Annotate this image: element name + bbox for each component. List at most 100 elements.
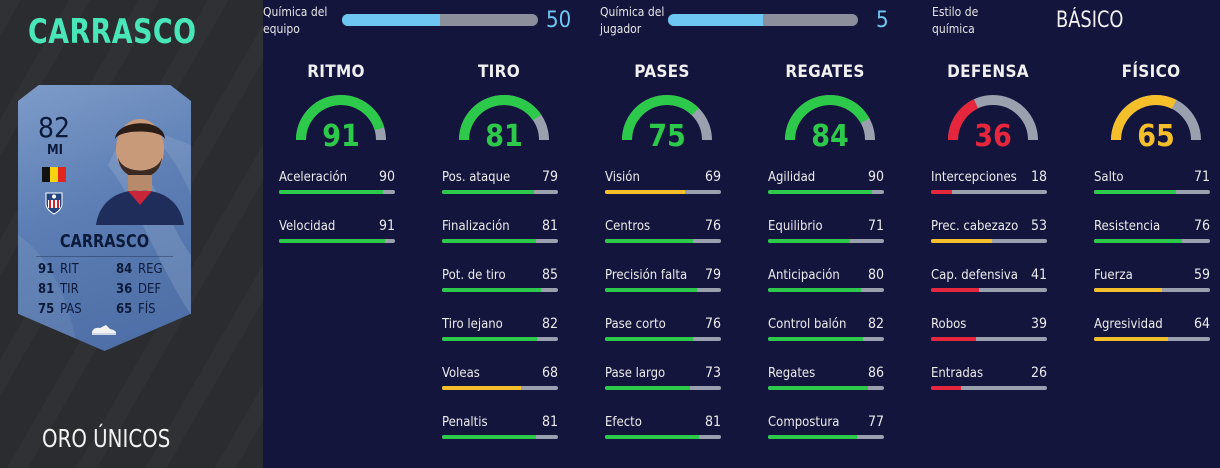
stat-name: Precisión falta xyxy=(605,268,688,283)
stat-bar xyxy=(605,337,721,341)
card-stat-row: 75 PAS 65 FÍS xyxy=(38,300,178,320)
gauge-value: 75 xyxy=(648,119,686,150)
stat-bar xyxy=(442,386,558,390)
player-card[interactable]: 82 MI CARRASCO 91 RIT 84 REG xyxy=(18,85,191,351)
stat-name: Voleas xyxy=(442,366,480,381)
stat-value: 18 xyxy=(1030,169,1047,185)
category-gauge: 84 xyxy=(785,95,875,150)
category-gauge: 36 xyxy=(948,95,1038,150)
card-stat: 84 REG xyxy=(116,262,163,277)
chemistry-style-label: Estilo de química xyxy=(932,5,979,36)
stat-name: Efecto xyxy=(605,415,642,430)
stat-row: Penaltis 81 xyxy=(440,414,558,445)
stat-bar-fill xyxy=(931,288,979,292)
gauge-value: 91 xyxy=(322,119,360,150)
gauge-value: 84 xyxy=(811,119,849,150)
stat-name: Salto xyxy=(1094,170,1124,185)
player-name: CARRASCO xyxy=(28,12,197,52)
stat-bar xyxy=(931,386,1047,390)
stat-value: 90 xyxy=(867,169,884,185)
stat-bar xyxy=(605,386,721,390)
team-chemistry: Química del equipo 50 xyxy=(263,0,573,46)
stat-row: Resistencia 76 xyxy=(1092,218,1210,249)
stat-row: Anticipación 80 xyxy=(766,267,884,298)
stat-value: 64 xyxy=(1193,316,1210,332)
stat-row: Aceleración 90 xyxy=(277,169,395,200)
stat-row: Centros 76 xyxy=(603,218,721,249)
stat-name: Penaltis xyxy=(442,415,488,430)
card-player-name: CARRASCO xyxy=(59,231,150,252)
stat-row: Control balón 82 xyxy=(766,316,884,347)
stat-bar-fill xyxy=(1094,288,1163,292)
stat-bar xyxy=(279,190,395,194)
gauge-value: 36 xyxy=(974,119,1012,150)
stat-row: Regates 86 xyxy=(766,365,884,396)
stat-value: 71 xyxy=(1193,169,1210,185)
stat-row: Pase corto 76 xyxy=(603,316,721,347)
stat-name: Aceleración xyxy=(279,170,348,185)
stat-name: Robos xyxy=(931,317,967,332)
stat-bar-fill xyxy=(768,190,873,194)
stat-bar-fill xyxy=(931,190,952,194)
gauge-value: 65 xyxy=(1137,119,1175,150)
stat-value: 26 xyxy=(1030,365,1047,381)
chemistry-style[interactable]: Estilo de química BÁSICO xyxy=(932,0,1192,46)
stat-bar-fill xyxy=(605,239,694,243)
stat-name: Tiro lejano xyxy=(442,317,503,332)
card-stat-row: 91 RIT 84 REG xyxy=(38,260,178,280)
card-stat: 36 DEF xyxy=(116,282,162,297)
player-photo xyxy=(96,119,184,225)
card-version: ORO ÚNICOS xyxy=(42,424,171,453)
card-stat: 65 FÍS xyxy=(116,302,156,317)
stat-value: 71 xyxy=(867,218,884,234)
stat-name: Centros xyxy=(605,219,651,234)
stat-row: Visión 69 xyxy=(603,169,721,200)
stat-value: 53 xyxy=(1030,218,1047,234)
stat-bar-fill xyxy=(442,386,521,390)
stat-bar xyxy=(605,190,721,194)
stat-name: Pase corto xyxy=(605,317,666,332)
stat-name: Visión xyxy=(605,170,640,185)
stat-bar xyxy=(1094,288,1210,292)
category-gauge: 91 xyxy=(296,95,386,150)
stat-bar-fill xyxy=(768,435,858,439)
stat-value: 76 xyxy=(1193,218,1210,234)
stat-value: 41 xyxy=(1030,267,1047,283)
stat-name: Fuerza xyxy=(1094,268,1133,283)
stat-value: 85 xyxy=(541,267,558,283)
stat-bar xyxy=(931,190,1047,194)
stat-row: Compostura 77 xyxy=(766,414,884,445)
stat-name: Prec. cabezazo xyxy=(931,219,1019,234)
stat-name: Resistencia xyxy=(1094,219,1161,234)
stat-bar xyxy=(279,239,395,243)
stat-bar-fill xyxy=(931,386,962,390)
club-crest-icon xyxy=(45,192,63,215)
card-position: MI xyxy=(47,143,63,158)
stat-bar xyxy=(768,337,884,341)
stat-bar-fill xyxy=(931,337,977,341)
stat-name: Equilibrio xyxy=(768,219,823,234)
gauge-fill xyxy=(948,99,979,141)
stats-panel: Química del equipo 50 Química del jugador … xyxy=(263,0,1220,468)
stat-bar xyxy=(442,337,558,341)
stat-bar xyxy=(931,239,1047,243)
stat-name: Regates xyxy=(768,366,816,381)
stat-row: Tiro lejano 82 xyxy=(440,316,558,347)
stat-name: Intercepciones xyxy=(931,170,1017,185)
stat-bar-fill xyxy=(442,239,536,243)
category-title: TIRO xyxy=(477,62,521,82)
stat-name: Agilidad xyxy=(768,170,816,185)
stat-row: Intercepciones 18 xyxy=(929,169,1047,200)
stat-bar-fill xyxy=(442,435,536,439)
player-chemistry-label: Química del jugador xyxy=(600,5,665,36)
stat-value: 77 xyxy=(867,414,884,430)
stat-bar-fill xyxy=(1094,337,1169,341)
gauge-fill xyxy=(459,95,542,141)
stat-bar-fill xyxy=(605,435,699,439)
stat-name: Finalización xyxy=(442,219,510,234)
stat-value: 79 xyxy=(704,267,721,283)
stat-bar xyxy=(931,337,1047,341)
stat-name: Entradas xyxy=(931,366,984,381)
card-stat: 81 TIR xyxy=(38,282,79,297)
stat-name: Pos. ataque xyxy=(442,170,511,185)
